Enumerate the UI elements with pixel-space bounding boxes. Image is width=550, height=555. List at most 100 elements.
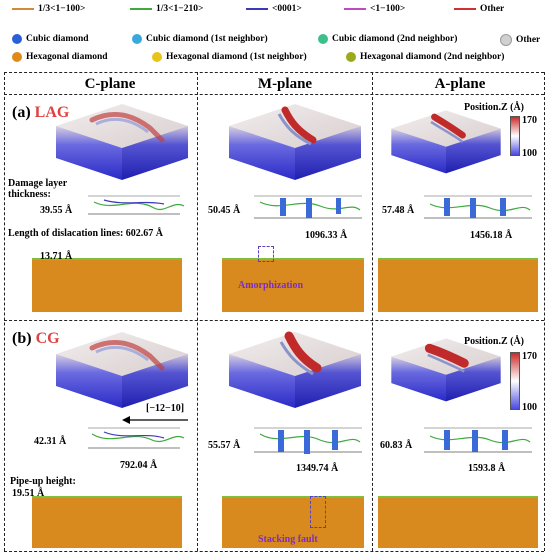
direction-arrow-icon — [122, 416, 188, 424]
stacking-fault-box — [310, 496, 326, 528]
legend-swatch — [318, 34, 328, 44]
legend-item: Cubic diamond (1st neighbor) — [132, 34, 268, 44]
direction-label: [−12−10] — [146, 403, 185, 414]
colorbar-min: 100 — [522, 148, 537, 159]
cg-a-depth: 60.83 Å — [380, 440, 413, 451]
colorbar-title: Position.Z (Å) — [464, 102, 524, 113]
damage-layer-label: Damage layer thickness: — [8, 178, 67, 200]
amorphization-box — [258, 246, 274, 262]
legend-swatch — [346, 52, 356, 62]
lag-m-length: 1096.33 Å — [305, 230, 348, 241]
legend-label: Cubic diamond (1st neighbor) — [146, 34, 268, 44]
lag-c-depth: 39.55 Å — [40, 205, 73, 216]
legend-item: <1−100> — [344, 4, 405, 14]
legend-swatch — [152, 52, 162, 62]
colorbar — [510, 116, 520, 156]
legend-label: <0001> — [272, 4, 302, 14]
lag-a-length: 1456.18 Å — [470, 230, 513, 241]
cg-a-plane-slab — [378, 496, 538, 548]
panel-a-label: (a) LAG — [12, 104, 69, 122]
lag-a-plane-slab — [378, 258, 538, 312]
lag-m-depth: 50.45 Å — [208, 205, 241, 216]
legend-label: 1/3<1−210> — [156, 4, 204, 14]
legend-item: Other — [500, 34, 540, 46]
atom-legend: Cubic diamond Cubic diamond (1st neighbo… — [6, 34, 546, 68]
legend-swatch — [12, 34, 22, 44]
legend-label: Other — [516, 35, 541, 45]
legend-item: Cubic diamond — [12, 34, 89, 44]
cg-c-pileup: 19.51 Å — [12, 488, 45, 499]
lag-m-plane-dislocations — [254, 195, 362, 219]
dislocation-length-label: Length of dislacation lines: 602.67 Å — [8, 228, 164, 239]
cg-c-depth: 42.31 Å — [34, 436, 67, 447]
colorbar-title: Position.Z (Å) — [464, 336, 524, 347]
grid-line — [544, 72, 545, 551]
column-header-a-plane: A-plane — [434, 76, 486, 92]
cg-m-depth: 55.57 Å — [208, 440, 241, 451]
lag-a-plane-cube — [391, 110, 501, 174]
legend-swatch — [130, 8, 152, 10]
legend-swatch — [12, 52, 22, 62]
legend-item: <0001> — [246, 4, 302, 14]
legend-item: Hexagonal diamond (1st neighbor) — [152, 52, 307, 62]
grid-line — [4, 320, 544, 321]
legend-swatch — [344, 8, 366, 10]
column-header-m-plane: M-plane — [257, 76, 313, 92]
cg-m-plane-dislocations — [254, 427, 362, 454]
legend-label: Hexagonal diamond (1st neighbor) — [166, 52, 307, 62]
legend-item: Hexagonal diamond (2nd neighbor) — [346, 52, 504, 62]
cg-c-plane-cube — [56, 332, 188, 408]
legend-item: Other — [454, 4, 504, 14]
colorbar-max: 170 — [522, 351, 537, 362]
cg-a-length: 1593.8 Å — [468, 463, 506, 474]
grid-line — [4, 72, 5, 551]
legend-item: Hexagonal diamond — [12, 52, 108, 62]
legend-label: 1/3<1−100> — [38, 4, 86, 14]
legend-item: 1/3<1−210> — [130, 4, 203, 14]
legend-label: Hexagonal diamond — [26, 52, 108, 62]
legend-swatch — [500, 34, 512, 46]
lag-a-depth: 57.48 Å — [382, 205, 415, 216]
cg-c-plane-dislocations — [88, 427, 185, 449]
legend-item: Cubic diamond (2nd neighbor) — [318, 34, 457, 44]
lag-a-plane-dislocations — [424, 195, 532, 219]
panel-name: LAG — [34, 104, 70, 121]
cg-a-plane-dislocations — [424, 427, 532, 453]
legend-swatch — [246, 8, 268, 10]
panel-name: CG — [35, 330, 60, 347]
grid-line — [4, 94, 544, 95]
amorphization-label: Amorphization — [238, 280, 303, 291]
legend-item: 1/3<1−100> — [12, 4, 85, 14]
legend-label: Hexagonal diamond (2nd neighbor) — [360, 52, 505, 62]
panel-tag: (a) — [12, 104, 31, 121]
legend-label: Other — [480, 4, 505, 14]
legend-swatch — [12, 8, 34, 10]
panel-tag: (b) — [12, 330, 32, 347]
legend-swatch — [132, 34, 142, 44]
legend-swatch — [454, 8, 476, 10]
cg-a-plane-cube — [391, 338, 501, 402]
stacking-fault-label: Stacking fault — [258, 534, 318, 545]
panel-b-label: (b) CG — [12, 330, 60, 348]
legend-label: Cubic diamond (2nd neighbor) — [332, 34, 458, 44]
lag-c-plane-slab — [32, 258, 182, 312]
grid-line — [197, 72, 198, 551]
legend-label: <1−100> — [370, 4, 406, 14]
column-header-c-plane: C-plane — [84, 76, 136, 92]
colorbar-min: 100 — [522, 402, 537, 413]
lag-m-plane-slab — [222, 258, 364, 312]
lag-c-plane-dislocations — [88, 195, 185, 215]
colorbar-max: 170 — [522, 115, 537, 126]
grid-line — [4, 72, 544, 73]
grid-line — [372, 72, 373, 551]
cg-c-plane-slab — [32, 496, 182, 548]
cg-c-length: 792.04 Å — [120, 460, 158, 471]
pipe-up-label: Pipe-up height: — [10, 476, 76, 487]
cg-m-plane-cube — [229, 331, 361, 408]
cg-m-length: 1349.74 Å — [296, 463, 339, 474]
grid-line — [4, 551, 544, 552]
legend-label: Cubic diamond — [26, 34, 89, 44]
line-legend: 1/3<1−100> 1/3<1−210> <0001> <1−100> Oth… — [6, 4, 546, 18]
lag-c-plane-cube — [56, 104, 188, 180]
lag-m-plane-cube — [229, 104, 361, 180]
